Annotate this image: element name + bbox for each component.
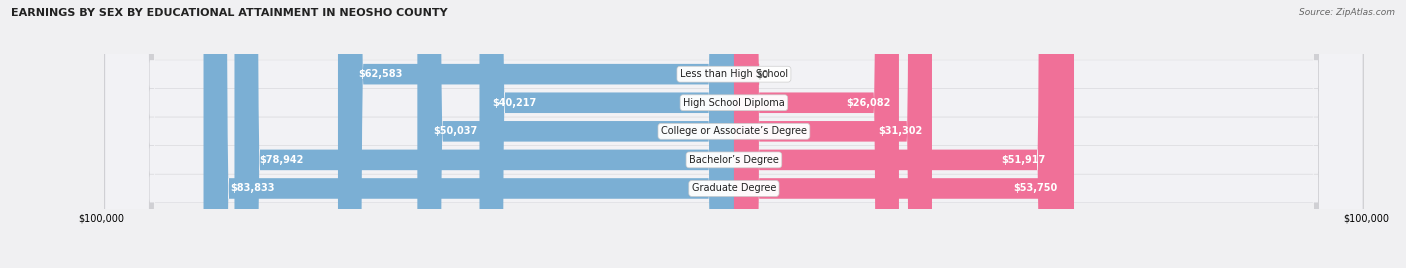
Text: $53,750: $53,750 [1012,184,1057,193]
FancyBboxPatch shape [418,0,734,268]
FancyBboxPatch shape [337,0,734,268]
Text: Source: ZipAtlas.com: Source: ZipAtlas.com [1299,8,1395,17]
FancyBboxPatch shape [104,0,1364,268]
Text: $62,583: $62,583 [357,69,402,79]
FancyBboxPatch shape [734,0,932,268]
Text: $31,302: $31,302 [877,126,922,136]
FancyBboxPatch shape [479,0,734,268]
FancyBboxPatch shape [734,0,1074,268]
FancyBboxPatch shape [105,0,1362,268]
FancyBboxPatch shape [105,0,1362,268]
Text: $51,917: $51,917 [1001,155,1046,165]
FancyBboxPatch shape [235,0,734,268]
FancyBboxPatch shape [104,0,1364,268]
Text: $50,037: $50,037 [433,126,478,136]
FancyBboxPatch shape [104,0,1364,268]
Text: $26,082: $26,082 [846,98,891,108]
Text: $78,942: $78,942 [260,155,304,165]
Text: High School Diploma: High School Diploma [683,98,785,108]
Text: Bachelor’s Degree: Bachelor’s Degree [689,155,779,165]
FancyBboxPatch shape [204,0,734,268]
Text: Less than High School: Less than High School [681,69,787,79]
Text: $40,217: $40,217 [492,98,537,108]
Text: EARNINGS BY SEX BY EDUCATIONAL ATTAINMENT IN NEOSHO COUNTY: EARNINGS BY SEX BY EDUCATIONAL ATTAINMEN… [11,8,449,18]
FancyBboxPatch shape [105,0,1362,268]
FancyBboxPatch shape [734,0,898,268]
FancyBboxPatch shape [104,0,1364,268]
Legend: Male, Female: Male, Female [681,266,787,268]
Text: Graduate Degree: Graduate Degree [692,184,776,193]
FancyBboxPatch shape [734,0,1063,268]
FancyBboxPatch shape [105,0,1362,268]
FancyBboxPatch shape [718,0,759,268]
FancyBboxPatch shape [104,0,1364,268]
Text: $0: $0 [756,69,768,79]
Text: College or Associate’s Degree: College or Associate’s Degree [661,126,807,136]
Text: $83,833: $83,833 [231,184,274,193]
FancyBboxPatch shape [105,0,1362,268]
